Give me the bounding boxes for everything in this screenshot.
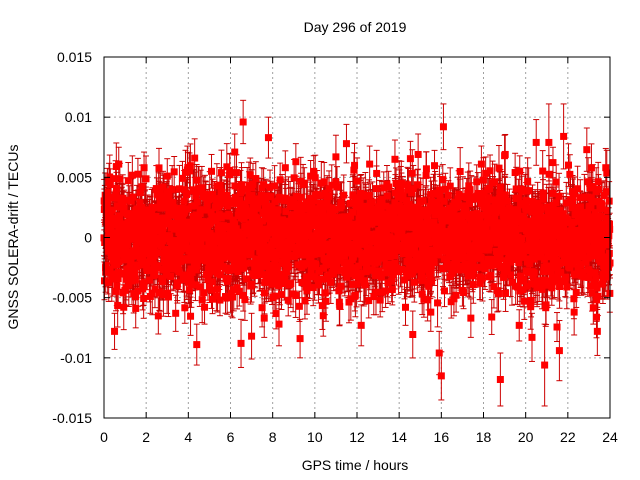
chart: 0 2 4 6 8 10 12 14 16 18 20 22 24-0.015-0.01-0.00500… [5,19,618,473]
